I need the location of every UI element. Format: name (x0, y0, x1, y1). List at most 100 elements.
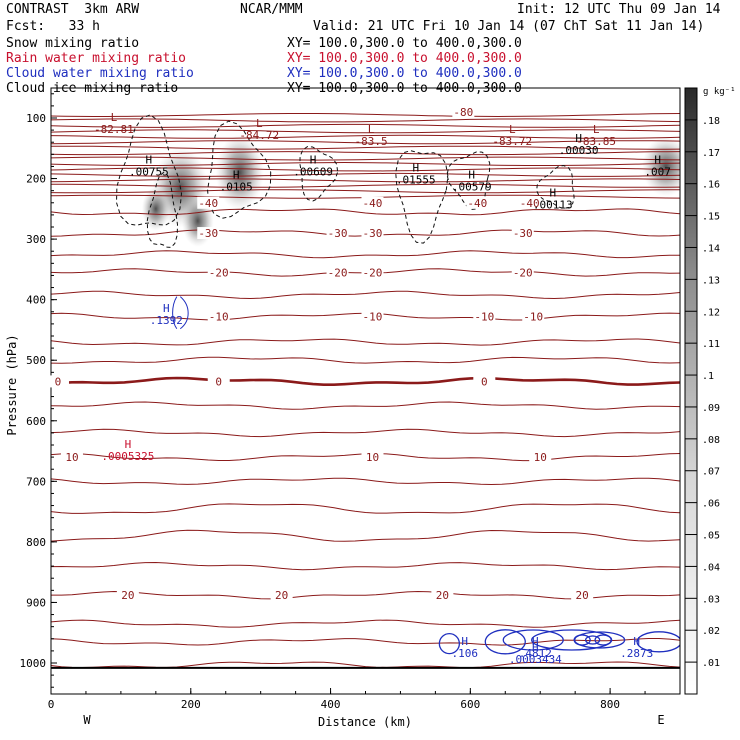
y-tick-label: 1000 (20, 657, 47, 670)
isotherm-upper-line (51, 118, 680, 123)
isotherm-line (51, 503, 680, 514)
y-tick-label: 800 (26, 536, 46, 549)
isotherm-label: 10 (366, 451, 379, 464)
snow-contour (115, 114, 183, 226)
x-axis-label: Distance (km) (318, 715, 412, 729)
contour-label-bg (197, 196, 220, 209)
isotherm-line (51, 401, 680, 410)
snow-max-marker: H (468, 169, 475, 182)
isotherm-upper-line (51, 167, 680, 172)
isotherm-label: 20 (275, 589, 288, 602)
isotherm-line (51, 376, 680, 386)
contour-label-bg (473, 310, 496, 323)
temp-min-value: -82.81 (94, 123, 134, 136)
snow-contour (536, 164, 575, 210)
colorbar-label: .04 (702, 562, 720, 573)
isotherm-label: 20 (436, 589, 449, 602)
temp-min-marker: L (256, 117, 263, 130)
cloud-water-contour (636, 631, 680, 653)
isotherm-line (51, 661, 680, 669)
rain-max-marker: H (125, 438, 132, 451)
snow-max-value: .00113 (533, 199, 573, 212)
x-tick-label: 0 (48, 698, 55, 711)
valid-time: Valid: 21 UTC Fri 10 Jan 14 (07 ChT Sat … (313, 19, 705, 34)
contour-label-bg (431, 589, 454, 602)
isotherm-label: -20 (209, 266, 229, 279)
contour-label-bg (46, 375, 69, 388)
cloud-water-contour (584, 635, 601, 645)
contour-label-bg (361, 266, 384, 279)
snow-max-value: .00030 (559, 144, 599, 157)
isotherm-label: -40 (198, 197, 218, 210)
cloud-water-contour (179, 296, 189, 330)
isotherm-upper-line (51, 145, 680, 150)
field-label-rain: Rain water mixing ratio (6, 51, 187, 66)
isotherm-line (51, 290, 680, 300)
contour-label-bg (326, 227, 349, 240)
colorbar-label: .12 (702, 307, 720, 318)
temp-min-marker: L (111, 111, 118, 124)
cloud-water-contour (573, 634, 591, 646)
colorbar-label: .17 (702, 148, 720, 159)
colorbar-label: .06 (702, 499, 720, 510)
org-label: NCAR/MMM (240, 2, 303, 17)
contour-label-bg (197, 227, 220, 240)
x-end-label-west: W (83, 713, 91, 727)
contour-label-bg (452, 105, 475, 118)
colorbar-label: .05 (702, 531, 720, 542)
contour-label-bg (529, 451, 552, 464)
isotherm-upper-line (51, 134, 680, 139)
snow-contour (299, 146, 339, 202)
contour-label-bg (270, 589, 293, 602)
contour-label-bg (473, 375, 496, 388)
init-time: Init: 12 UTC Thu 09 Jan 14 (517, 2, 721, 17)
cloud-water-contour (594, 634, 612, 646)
cloud-water-max-marker: H (532, 641, 539, 654)
snow-shading-1 (215, 134, 264, 211)
y-tick-label: 200 (26, 173, 46, 186)
snow-max-marker: H (146, 153, 153, 166)
isotherm-label: 0 (481, 375, 488, 388)
isotherm-upper-line (51, 183, 680, 188)
temp-min-value: -83.72 (492, 135, 532, 148)
contour-label-bg (361, 227, 384, 240)
snow-contour (207, 120, 272, 219)
snow-contour (146, 171, 179, 248)
y-axis-label: Pressure (hPa) (5, 334, 19, 435)
isotherm-label: 0 (215, 375, 222, 388)
x-tick-label: 200 (181, 698, 201, 711)
snow-max-value: .01555 (396, 173, 436, 186)
isotherm-label: 10 (534, 451, 547, 464)
contour-label-bg (207, 310, 230, 323)
field-xy-rain: XY= 100.0,300.0 to 400.0,300.0 (287, 51, 522, 66)
cloud-water-max-marker: H (163, 302, 170, 315)
isotherm-upper-line (51, 123, 680, 128)
snow-max-marker: H (654, 153, 661, 166)
cloud-water-max-marker: H (461, 635, 468, 648)
isotherm-upper-line (51, 161, 680, 166)
isotherm-line (51, 428, 680, 438)
cloud-water-contour (172, 296, 178, 330)
isotherm-label: -40 (363, 197, 383, 210)
isotherm-label: -30 (513, 227, 533, 240)
isotherm-label: -10 (363, 311, 383, 324)
contour-label-bg (466, 196, 489, 209)
isotherm-line (51, 250, 680, 259)
isotherm-label: -10 (474, 311, 494, 324)
isotherm-line (51, 356, 680, 364)
rain-max-value: .0005325 (101, 450, 154, 463)
isotherm-upper-line (51, 151, 680, 156)
contour-label-bg (361, 196, 384, 209)
contour-label-bg (361, 451, 384, 464)
contour-label-bg (60, 451, 83, 464)
contour-label-bg (511, 266, 534, 279)
contour-label-bg (571, 589, 594, 602)
cloud-water-contour (438, 632, 461, 655)
isotherm-upper-line (51, 178, 680, 183)
cloud-water-max-value: .2873 (620, 647, 653, 660)
isotherm-label: 20 (121, 589, 134, 602)
temp-min-value: -83.85 (576, 135, 616, 148)
isotherm-label: 20 (576, 589, 589, 602)
temp-min-marker: L (509, 123, 516, 136)
